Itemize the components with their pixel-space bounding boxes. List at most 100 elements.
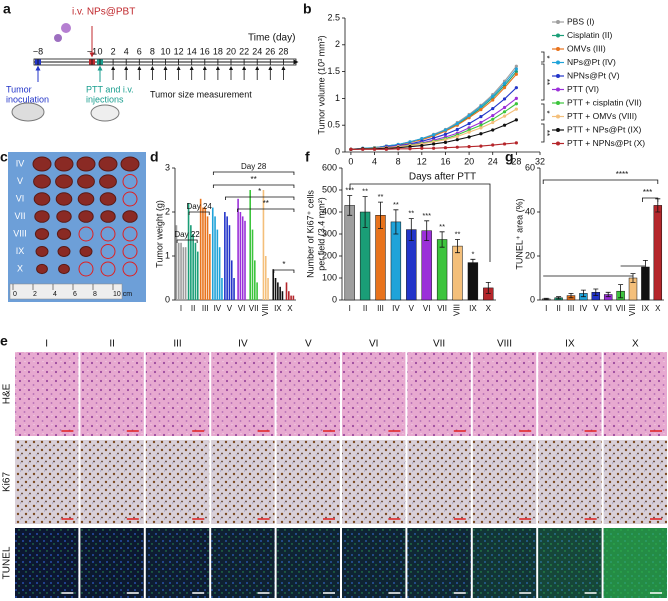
y-tick-label: 3 — [165, 162, 170, 172]
timeline-tick-label: 10 — [160, 46, 170, 56]
error-bar — [593, 288, 599, 296]
data-point — [479, 123, 483, 127]
row-label: H&E — [2, 383, 13, 404]
data-point — [455, 138, 459, 142]
photo-row-label: VI — [16, 193, 25, 203]
x-axis-label: Days after PTT — [409, 172, 476, 183]
x-tick-label: IX — [274, 304, 282, 313]
y-tick-label: 0 — [165, 294, 170, 304]
y-tick-label: 20 — [525, 250, 535, 260]
x-tick-label: III — [202, 304, 209, 313]
error-bar — [568, 293, 574, 299]
micrograph — [407, 352, 471, 436]
bar — [192, 234, 194, 300]
data-point — [514, 102, 518, 106]
error-bar — [408, 218, 414, 241]
tunel-signal — [407, 528, 471, 598]
data-point — [408, 147, 412, 151]
data-point — [491, 128, 495, 132]
data-point — [514, 67, 518, 71]
error-bar — [347, 195, 353, 216]
data-point — [491, 113, 495, 118]
bar — [190, 225, 192, 300]
treatment-label: injections — [86, 94, 124, 104]
legend-swatch — [556, 128, 560, 132]
data-point — [502, 110, 507, 114]
micrograph — [342, 528, 406, 598]
annotation-bracket — [176, 239, 198, 243]
tumor — [56, 228, 72, 240]
bar — [221, 278, 223, 300]
injection-label: i.v. NPs@PBT — [72, 7, 135, 18]
bar — [256, 282, 258, 300]
x-tick-label: II — [191, 304, 195, 313]
empty-marker — [122, 261, 138, 277]
bar — [288, 291, 290, 300]
data-point — [455, 127, 459, 132]
micrograph — [211, 528, 275, 598]
x-tick-label: IX — [469, 304, 477, 313]
timeline-tick-label: 16 — [200, 46, 210, 56]
photo-row-label: VIII — [13, 228, 27, 238]
bar — [241, 216, 244, 300]
y-axis-label: Tumor weight (g) — [154, 200, 164, 268]
measurement-label: Tumor size measurement — [150, 89, 252, 99]
tumor — [36, 263, 48, 275]
treatment-label: PTT and i.v. — [86, 84, 134, 94]
inoculation-label: inoculation — [6, 94, 49, 104]
data-point — [443, 132, 448, 136]
micrograph — [145, 440, 210, 524]
tunel-signal — [80, 528, 143, 598]
legend-swatch — [556, 47, 560, 51]
y-tick-label: 60 — [525, 162, 535, 172]
tumor — [98, 156, 118, 172]
tunel-signal — [211, 528, 275, 598]
column-label: II — [109, 339, 115, 350]
data-point — [467, 113, 471, 118]
micrograph — [276, 352, 340, 436]
y-tick-label: 400 — [322, 206, 337, 216]
micrograph — [211, 352, 275, 436]
data-point — [479, 144, 483, 148]
x-tick-label: VI — [604, 304, 612, 313]
error-bar — [378, 201, 383, 229]
y-tick-label: 0.5 — [327, 120, 340, 130]
bar — [230, 260, 233, 300]
legend-label: PTT + NPs@Pt (IX) — [567, 124, 642, 134]
tumor-photo — [8, 152, 146, 302]
ruler-label: 2 — [33, 291, 37, 298]
y-tick-label: 600 — [322, 162, 337, 172]
data-point — [384, 147, 388, 151]
bar — [184, 247, 187, 300]
particle-icon — [54, 34, 62, 42]
error-bar — [455, 239, 460, 254]
y-tick-label: 0 — [335, 146, 340, 156]
significance-label: * — [471, 249, 474, 258]
bar — [206, 216, 209, 300]
legend-swatch — [556, 101, 560, 105]
data-point — [479, 126, 483, 130]
annotation-label: Day 22 — [174, 230, 200, 239]
data-point — [432, 133, 436, 137]
mouse-icon — [11, 102, 45, 122]
y-tick-label: 300 — [322, 228, 337, 238]
column-label: X — [632, 339, 639, 350]
data-point — [443, 128, 448, 132]
panel-label: c — [0, 149, 8, 165]
legend-label: NPs@Pt (IV) — [567, 57, 616, 67]
x-tick-label: III — [568, 304, 575, 313]
tumor — [55, 192, 73, 206]
tumor — [79, 246, 93, 257]
y-tick-label: 100 — [322, 272, 337, 282]
x-tick-label: II — [556, 304, 560, 313]
data-point — [514, 72, 518, 76]
photo-row-label: IX — [16, 246, 25, 256]
photo-row-label: IV — [16, 158, 25, 168]
x-tick-label: V — [227, 304, 233, 313]
annotation-bracket — [542, 179, 659, 184]
column-label: IV — [238, 339, 248, 350]
y-tick-label: 1.5 — [327, 66, 340, 76]
data-point — [491, 98, 495, 102]
timeline-tick-label: 24 — [252, 46, 262, 56]
panel-label: b — [303, 1, 312, 17]
